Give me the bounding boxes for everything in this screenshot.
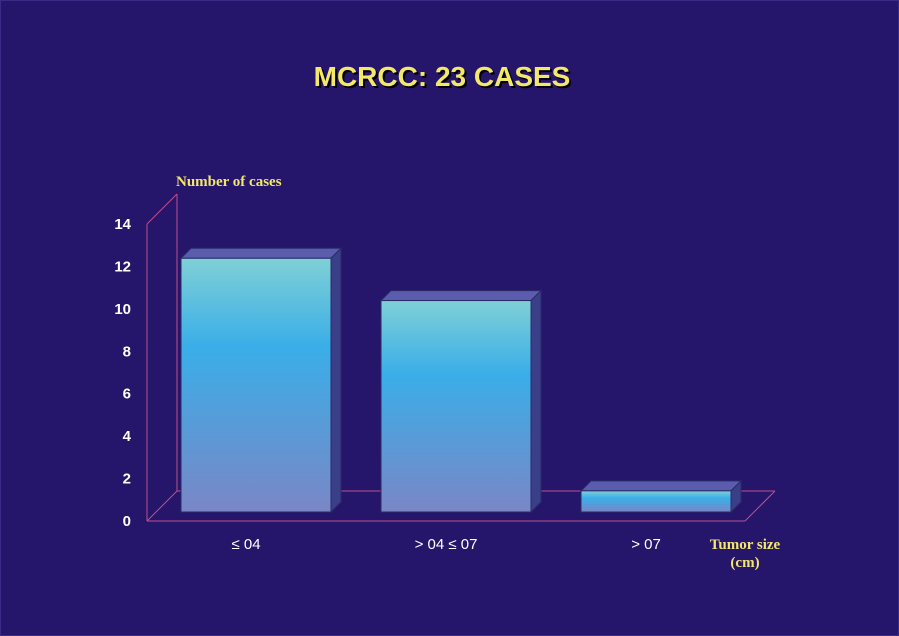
bar-top-face-0 bbox=[179, 247, 343, 259]
y-tick-label-5: 10 bbox=[114, 301, 131, 318]
bars bbox=[179, 247, 743, 514]
bar-0 bbox=[179, 247, 343, 514]
bar-top-face-1 bbox=[379, 290, 543, 302]
y-tick-label-0: 0 bbox=[123, 513, 131, 530]
bar-top-face-2 bbox=[579, 480, 743, 492]
y-tick-label-1: 2 bbox=[123, 471, 131, 488]
bar-front-face-0 bbox=[180, 257, 332, 513]
y-tick-labels: 0 2 4 6 8 10 12 14 bbox=[114, 216, 131, 530]
x-axis-title-line2: (cm) bbox=[730, 555, 759, 571]
x-tick-label-2: > 07 bbox=[631, 536, 661, 553]
y-tick-label-3: 6 bbox=[123, 386, 131, 403]
floor-left-depth bbox=[146, 490, 178, 522]
axis-top-depth bbox=[146, 193, 178, 225]
y-tick-label-2: 4 bbox=[123, 428, 132, 445]
x-tick-label-1: > 04 ≤ 07 bbox=[415, 536, 478, 553]
chart-title-shadow: MCRCC: 23 CASES bbox=[316, 63, 573, 94]
bar-1 bbox=[379, 289, 543, 514]
chart-title: MCRCC: 23 CASES bbox=[314, 61, 571, 92]
y-axis-title: Number of cases bbox=[176, 174, 282, 190]
y-tick-label-4: 8 bbox=[123, 343, 131, 360]
x-axis-title-line1: Tumor size bbox=[710, 537, 781, 553]
bar-front-face-2 bbox=[580, 490, 732, 513]
bar-side-face-1 bbox=[530, 289, 542, 514]
y-tick-label-7: 14 bbox=[114, 216, 131, 233]
x-tick-label-0: ≤ 04 bbox=[231, 536, 260, 553]
y-tick-label-6: 12 bbox=[114, 258, 131, 275]
floor-right-depth bbox=[744, 490, 776, 522]
bar-2 bbox=[579, 479, 743, 514]
bar-side-face-0 bbox=[330, 247, 342, 514]
x-tick-labels: ≤ 04 > 04 ≤ 07 > 07 bbox=[231, 536, 660, 553]
bar-front-face-1 bbox=[380, 300, 532, 513]
